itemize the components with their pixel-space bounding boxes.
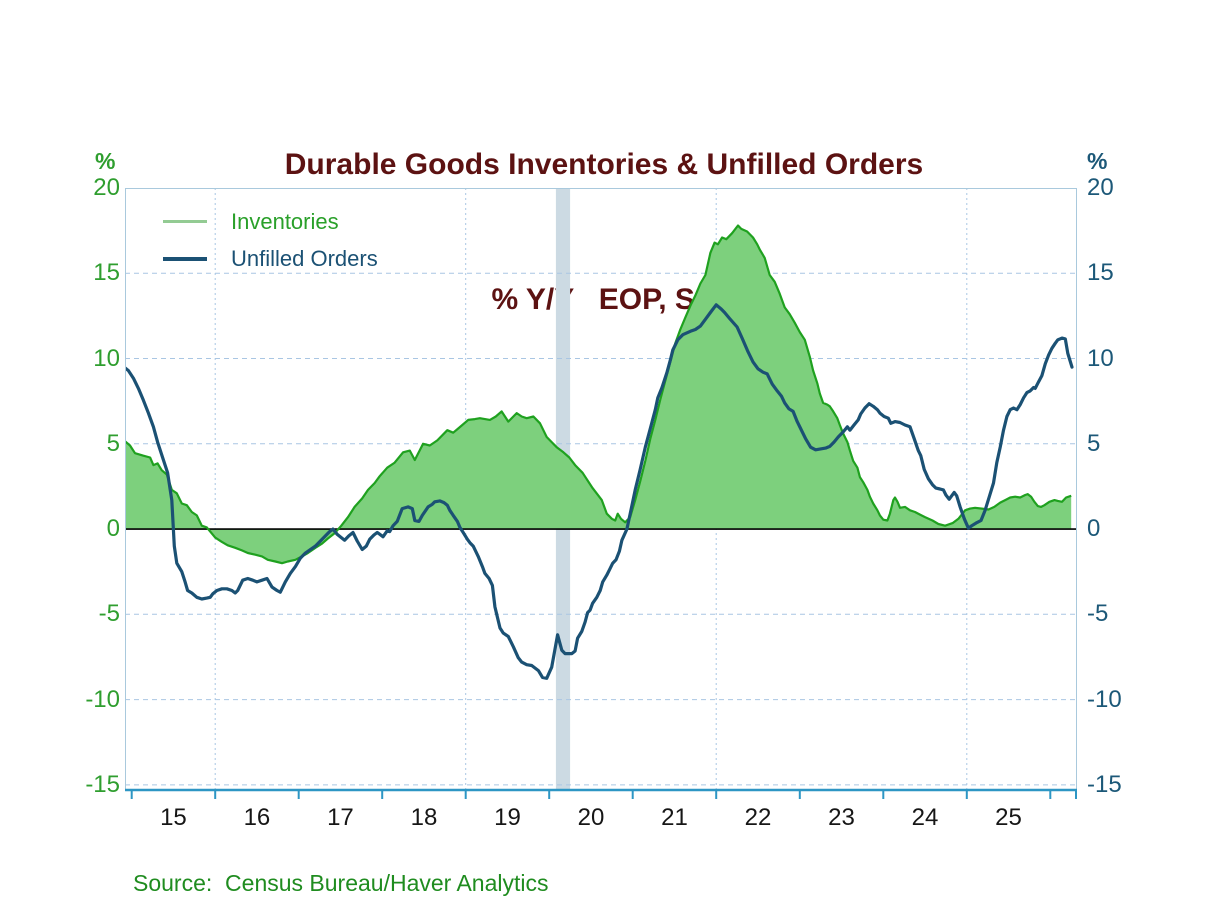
y-tick-label: 5 [106, 429, 120, 457]
y-tick-label: -10 [1087, 685, 1122, 713]
legend-item-inventories: Inventories [163, 203, 378, 240]
y-tick-label: 10 [93, 344, 120, 372]
x-tick-label: 19 [494, 804, 521, 831]
y-tick-label: -5 [1087, 600, 1109, 628]
y-tick-label: -10 [85, 685, 120, 713]
y-tick-label: 20 [93, 174, 120, 201]
y-tick-label: 15 [1087, 259, 1114, 287]
legend-item-unfilled-orders: Unfilled Orders [163, 240, 378, 277]
x-tick-label: 15 [160, 804, 187, 831]
chart-svg [123, 187, 1077, 799]
y-tick-label: 0 [1087, 515, 1101, 543]
plot-area [123, 187, 1077, 802]
x-tick-label: 16 [243, 804, 271, 831]
right-axis-unit: % [1087, 148, 1108, 174]
y-tick-label: 10 [1087, 344, 1114, 372]
x-tick-label: 17 [327, 804, 354, 831]
x-tick-label: 24 [911, 804, 939, 831]
x-tick-label: 25 [995, 804, 1022, 831]
y-axis-right: 20 15 10 5 0 -5 -10 -15 [1087, 0, 1187, 906]
legend: Inventories Unfilled Orders [163, 203, 378, 277]
x-tick-label: 20 [577, 804, 605, 831]
y-tick-label: 15 [93, 259, 120, 287]
source-credit: Source: Census Bureau/Haver Analytics [133, 870, 549, 896]
x-tick-label: 22 [744, 804, 772, 831]
y-tick-label: 20 [1087, 174, 1114, 201]
y-tick-label: -15 [1087, 770, 1122, 798]
chart-title: Durable Goods Inventories & Unfilled Ord… [0, 52, 1208, 412]
y-tick-label: -5 [98, 600, 120, 628]
unfilled-orders-line-swatch-icon [163, 256, 207, 261]
inventories-area [125, 225, 1072, 564]
inventories-line-swatch-icon [163, 220, 207, 223]
x-tick-label: 21 [661, 804, 688, 831]
legend-label-inventories: Inventories [231, 208, 339, 234]
legend-label-unfilled-orders: Unfilled Orders [231, 245, 378, 271]
left-axis-unit: % [95, 148, 116, 174]
chart-title-line-1: Durable Goods Inventories & Unfilled Ord… [284, 148, 924, 181]
unfilled-orders-line [123, 303, 1074, 680]
y-tick-label: 5 [1087, 429, 1101, 457]
x-tick-label: 18 [410, 804, 438, 831]
y-tick-label: -15 [85, 770, 120, 798]
y-tick-label: 0 [106, 515, 120, 543]
x-tick-label: 23 [828, 804, 855, 831]
y-axis-left: 20 15 10 5 0 -5 -10 -15 [28, 0, 120, 906]
